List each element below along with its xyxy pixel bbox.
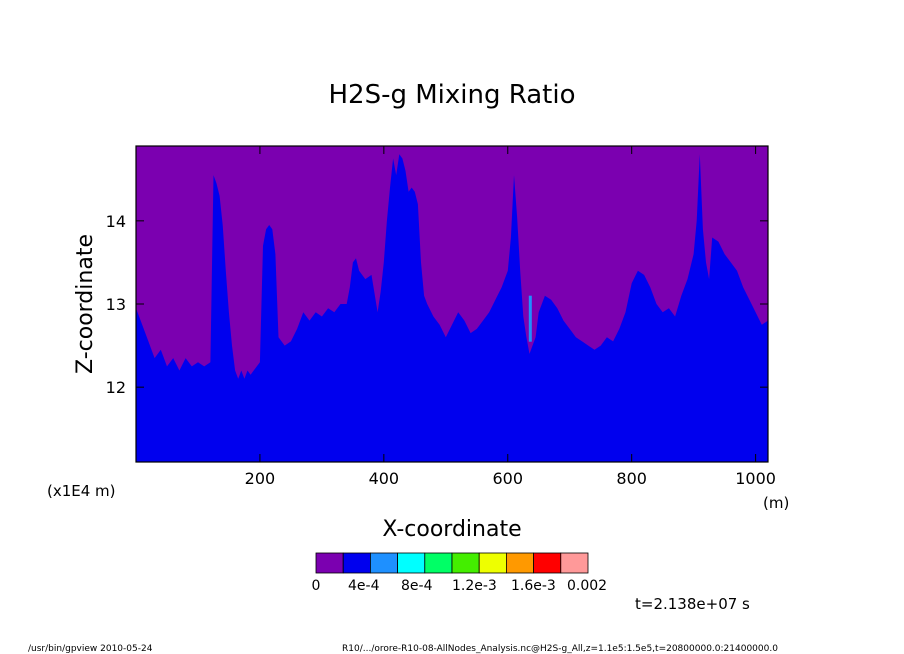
z-tick-label: 13 [106, 295, 126, 314]
legend-swatch [342, 552, 371, 574]
legend-label: 1.6e-3 [511, 578, 556, 594]
legend-swatch [560, 552, 589, 574]
x-tick-label: 600 [492, 469, 523, 488]
legend-swatch [424, 552, 453, 574]
legend-label: 1.2e-3 [452, 578, 497, 594]
x-axis-label: X-coordinate [382, 517, 521, 542]
footer-right: R10/.../orore-R10-08-AllNodes_Analysis.n… [342, 644, 778, 654]
z-axis-ticks: 12 13 14 [106, 212, 768, 397]
legend-swatch [533, 552, 562, 574]
z-tick-label: 12 [106, 378, 126, 397]
legend-label: 4e-4 [348, 578, 380, 594]
z-axis-label: Z-coordinate [73, 234, 98, 374]
plot-area: 200 400 600 800 1000 12 13 14 [106, 145, 776, 488]
legend-label: 0.002 [567, 578, 607, 594]
legend-swatch [369, 552, 398, 574]
chart-title: H2S-g Mixing Ratio [328, 80, 575, 110]
color-legend: 0 4e-4 8e-4 1.2e-3 1.6e-3 0.002 [312, 552, 607, 594]
blue-region [136, 154, 768, 463]
x-tick-label: 1000 [735, 469, 776, 488]
legend-label: 8e-4 [401, 578, 433, 594]
z-tick-label: 14 [106, 212, 126, 231]
legend-swatch [505, 552, 534, 574]
footer-left: /usr/bin/gpview 2010-05-24 [28, 644, 153, 654]
x-tick-label: 200 [245, 469, 276, 488]
x-unit-label: (m) [763, 494, 789, 512]
x-tick-label: 800 [616, 469, 647, 488]
legend-swatch [478, 552, 507, 574]
x-tick-label: 400 [369, 469, 400, 488]
legend-label: 0 [312, 578, 321, 594]
z-unit-label: (x1E4 m) [47, 482, 116, 500]
legend-swatch [451, 552, 480, 574]
time-label: t=2.138e+07 s [635, 595, 750, 613]
x-axis-ticks: 200 400 600 800 1000 [245, 146, 776, 488]
light-blue-patch [528, 295, 532, 342]
legend-swatch [315, 552, 344, 574]
legend-swatch [397, 552, 426, 574]
